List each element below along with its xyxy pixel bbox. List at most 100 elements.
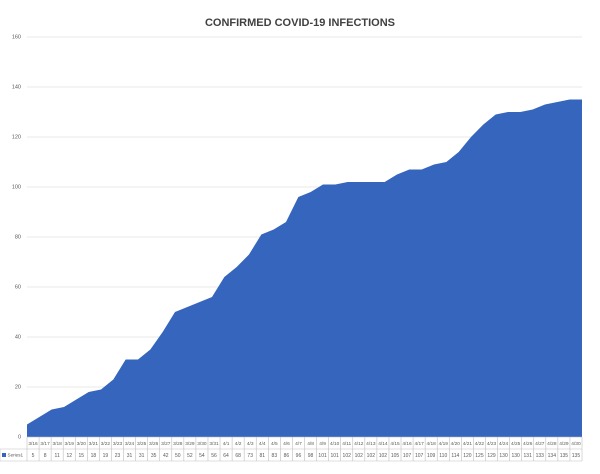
x-tick-label: 3/24 [125, 441, 135, 447]
x-tick-label: 4/23 [487, 441, 497, 447]
data-table-value: 102 [343, 453, 352, 459]
x-tick-label: 4/30 [571, 441, 581, 447]
x-tick-label: 4/25 [511, 441, 521, 447]
data-table-value: 135 [572, 453, 581, 459]
x-tick-label: 4/6 [283, 441, 290, 447]
x-tick-label: 4/29 [559, 441, 569, 447]
x-tick-label: 3/17 [40, 441, 50, 447]
x-tick-label: 4/4 [259, 441, 266, 447]
y-tick-label: 120 [12, 134, 21, 140]
data-table-value: 135 [560, 453, 569, 459]
data-table-value: 102 [367, 453, 376, 459]
y-tick-label: 0 [18, 434, 21, 440]
data-table-value: 98 [308, 453, 314, 459]
legend-label: Series1 [8, 453, 24, 458]
x-tick-label: 3/20 [77, 441, 87, 447]
y-tick-label: 80 [15, 234, 21, 240]
data-table-value: 50 [175, 453, 181, 459]
y-tick-label: 100 [12, 184, 21, 190]
data-table-value: 5 [32, 453, 35, 459]
area [27, 99, 582, 437]
x-tick-label: 3/29 [185, 441, 195, 447]
x-tick-label: 3/28 [173, 441, 183, 447]
x-tick-label: 4/1 [223, 441, 230, 447]
data-table-value: 114 [451, 453, 459, 459]
data-table-value: 15 [79, 453, 85, 459]
x-tick-label: 3/18 [52, 441, 62, 447]
x-tick-label: 3/30 [197, 441, 207, 447]
x-tick-label: 3/21 [89, 441, 99, 447]
data-table-value: 81 [259, 453, 265, 459]
data-table-value: 23 [115, 453, 121, 459]
y-tick-label: 40 [15, 334, 21, 340]
data-table-value: 68 [235, 453, 241, 459]
data-table-value: 96 [296, 453, 302, 459]
x-tick-label: 4/26 [523, 441, 533, 447]
x-tick-label: 4/8 [307, 441, 314, 447]
x-tick-label: 3/19 [65, 441, 75, 447]
data-table-value: 107 [403, 453, 412, 459]
data-table-value: 86 [284, 453, 290, 459]
data-table-value: 83 [272, 453, 278, 459]
x-tick-label: 4/20 [451, 441, 461, 447]
x-tick-label: 3/16 [28, 441, 38, 447]
x-tick-label: 4/27 [535, 441, 545, 447]
data-table-value: 102 [379, 453, 388, 459]
x-tick-label: 3/25 [137, 441, 147, 447]
data-table-value: 73 [247, 453, 253, 459]
data-table-value: 11 [55, 453, 60, 459]
x-tick-label: 4/28 [547, 441, 557, 447]
data-table-value: 101 [318, 453, 327, 459]
data-table-value: 129 [487, 453, 496, 459]
data-table-value: 120 [463, 453, 472, 459]
x-tick-label: 4/24 [499, 441, 509, 447]
data-table-value: 31 [139, 453, 145, 459]
x-tick-label: 4/22 [475, 441, 485, 447]
data-table-value: 8 [44, 453, 47, 459]
x-tick-label: 4/14 [378, 441, 388, 447]
data-table-value: 52 [187, 453, 193, 459]
x-tick-label: 4/19 [439, 441, 449, 447]
x-tick-label: 4/17 [414, 441, 424, 447]
x-tick-label: 4/16 [402, 441, 412, 447]
data-table-value: 56 [211, 453, 217, 459]
chart-title: CONFIRMED COVID-19 INFECTIONS [205, 17, 395, 29]
data-table-value: 105 [391, 453, 400, 459]
y-tick-label: 60 [15, 284, 21, 290]
x-tick-label: 4/3 [247, 441, 254, 447]
y-tick-label: 20 [15, 384, 21, 390]
data-table-value: 12 [66, 453, 72, 459]
x-tick-label: 3/26 [149, 441, 159, 447]
data-table-value: 130 [499, 453, 508, 459]
x-tick-label: 3/23 [113, 441, 123, 447]
x-tick-label: 4/5 [271, 441, 278, 447]
data-table-value: 35 [151, 453, 157, 459]
data-table-value: 109 [427, 453, 436, 459]
x-tick-label: 4/15 [390, 441, 400, 447]
data-table-value: 54 [199, 453, 205, 459]
data-table-value: 125 [475, 453, 484, 459]
x-tick-label: 4/11 [342, 441, 351, 447]
x-tick-label: 4/21 [463, 441, 473, 447]
data-table-value: 110 [439, 453, 447, 459]
x-tick-label: 4/7 [295, 441, 302, 447]
data-table-value: 64 [223, 453, 229, 459]
data-table-value: 134 [548, 453, 557, 459]
data-table-value: 31 [127, 453, 133, 459]
x-tick-label: 4/18 [427, 441, 437, 447]
x-tick-label: 4/13 [366, 441, 376, 447]
x-tick-label: 4/2 [235, 441, 242, 447]
x-tick-label: 4/10 [330, 441, 340, 447]
x-tick-label: 3/31 [209, 441, 219, 447]
x-tick-label: 3/22 [101, 441, 111, 447]
y-tick-label: 160 [12, 34, 21, 40]
data-table-value: 131 [524, 453, 533, 459]
data-table-value: 42 [163, 453, 169, 459]
x-tick-label: 4/12 [354, 441, 364, 447]
x-tick-label: 4/9 [319, 441, 326, 447]
data-table-value: 102 [355, 453, 364, 459]
data-table-value: 130 [511, 453, 520, 459]
data-table-value: 18 [91, 453, 97, 459]
